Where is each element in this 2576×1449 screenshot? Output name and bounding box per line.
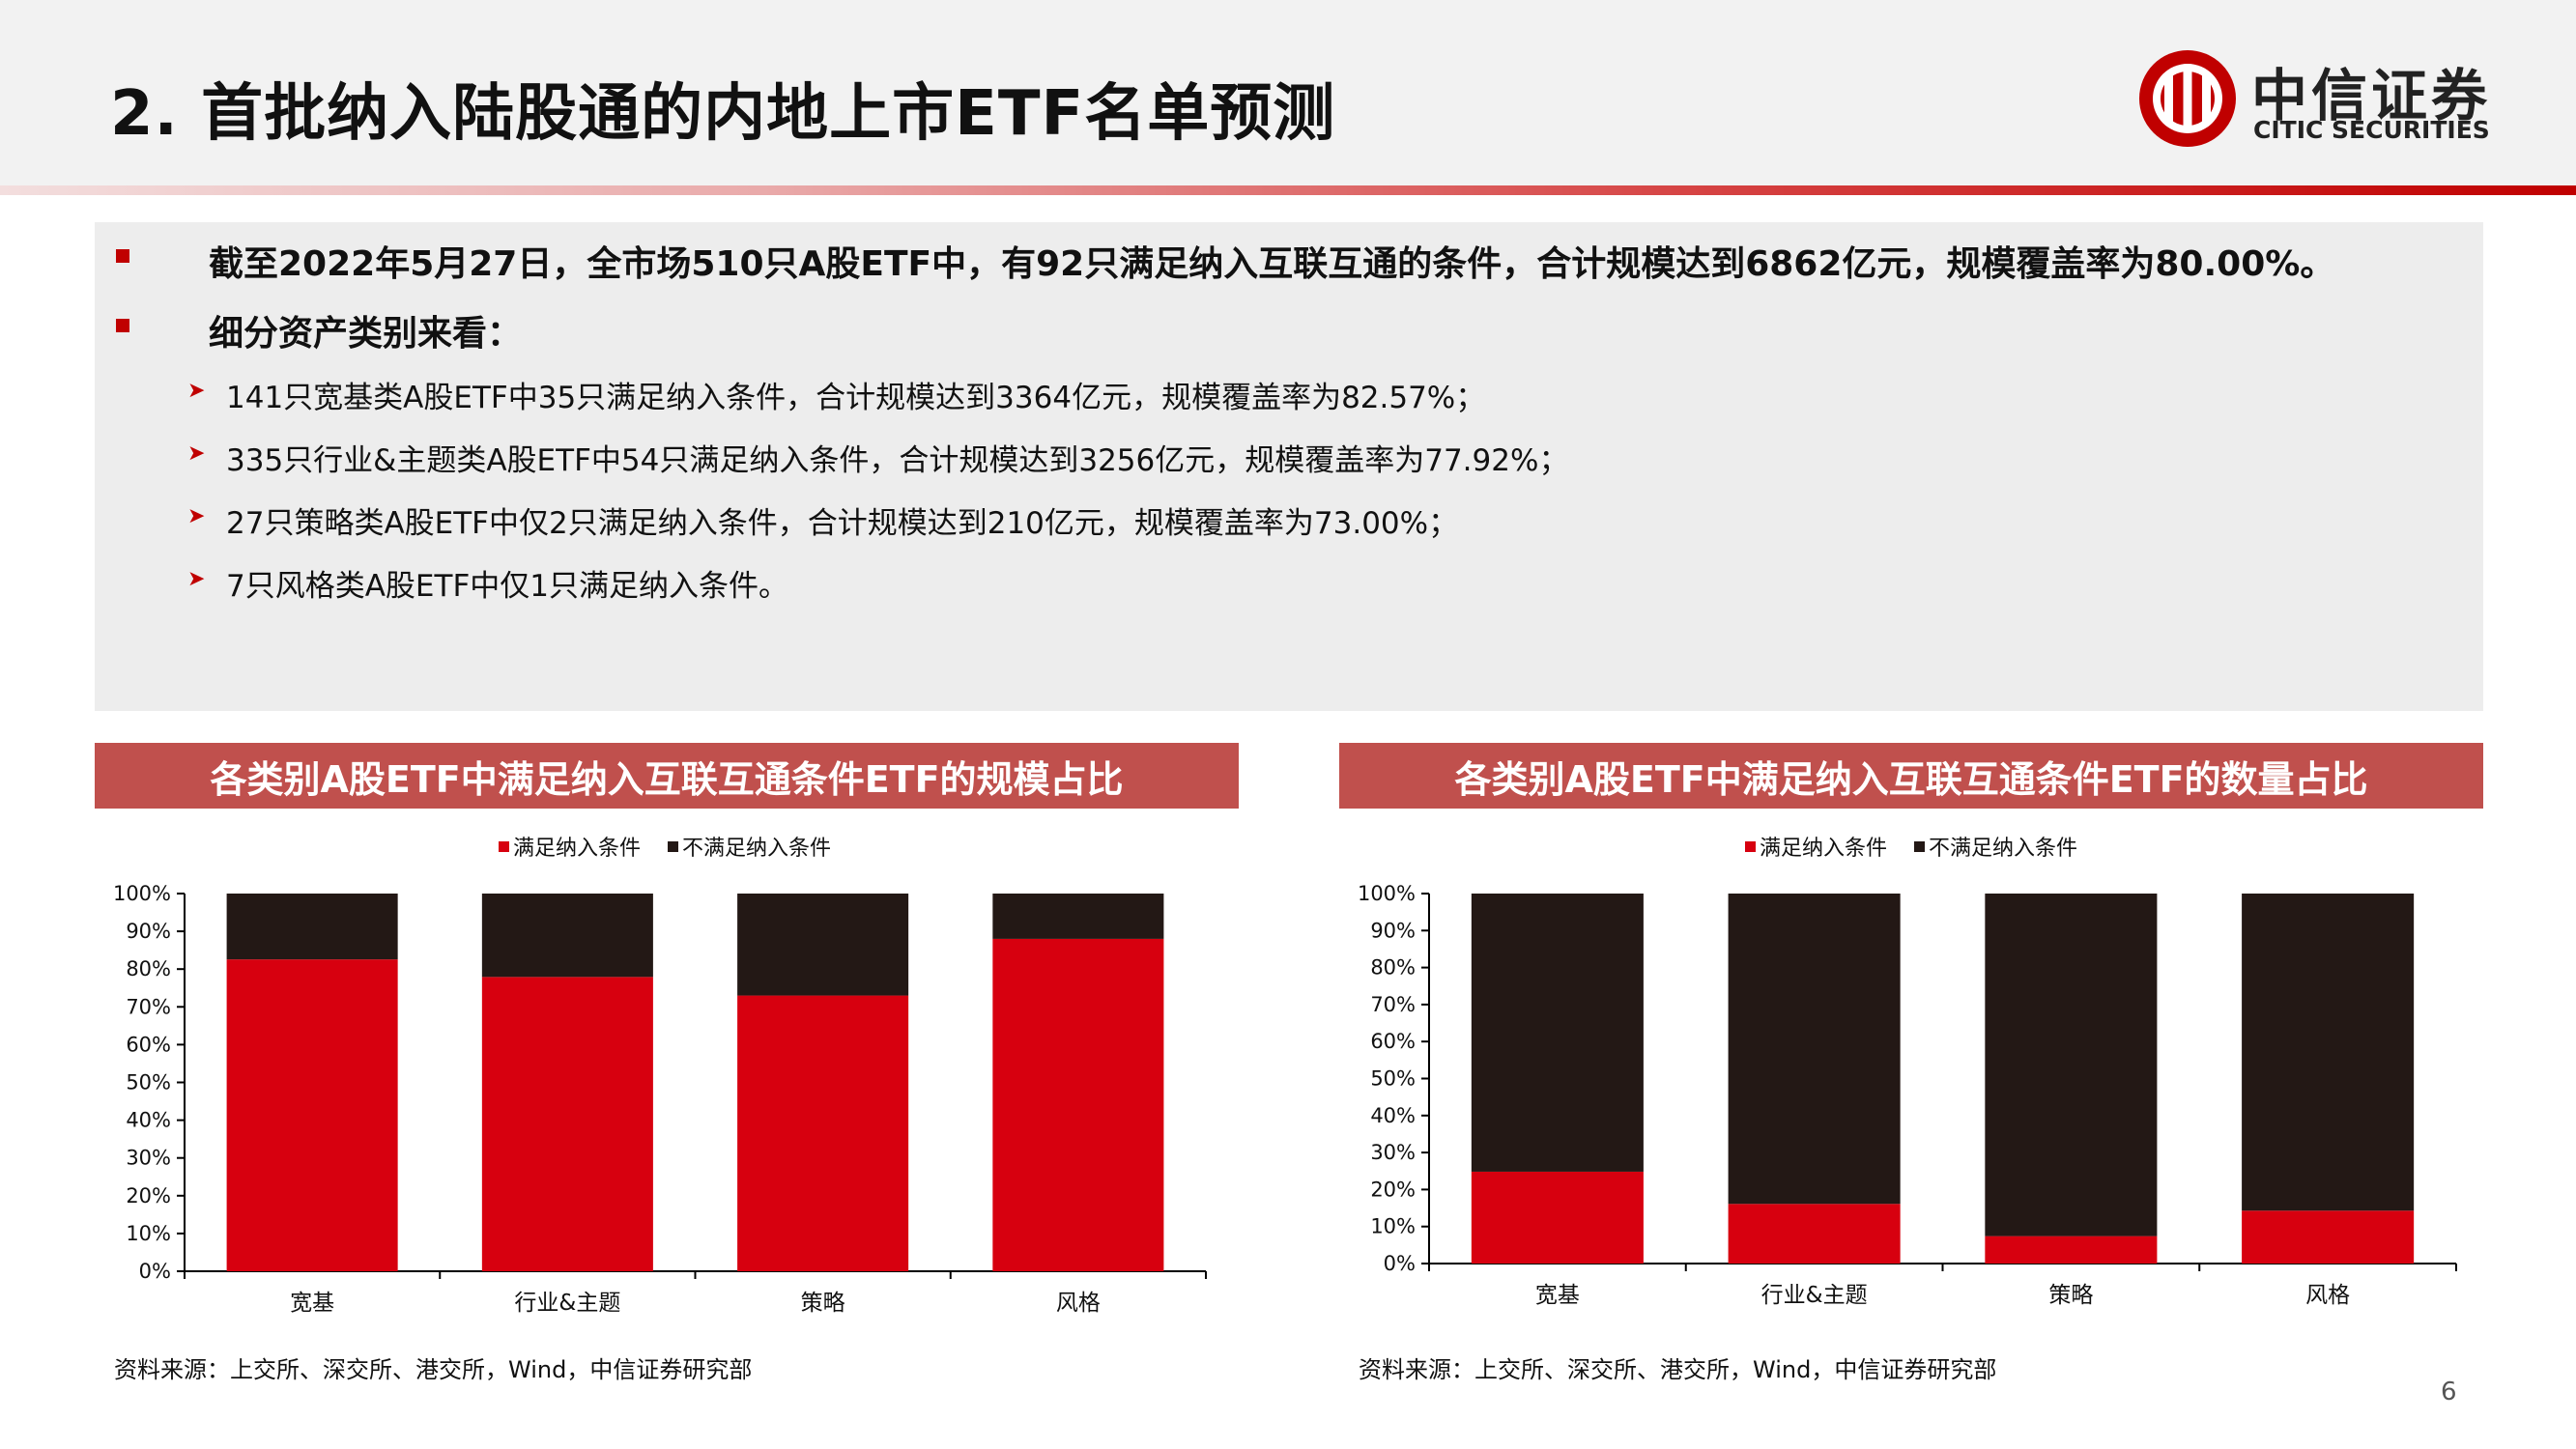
header-bar: 2. 首批纳入陆股通的内地上市ETF名单预测 中信证券 CITIC SECURI… — [0, 0, 2576, 185]
y-tick-label: 100% — [113, 882, 171, 905]
y-tick-label: 100% — [1358, 882, 1416, 905]
x-tick-label: 风格 — [2305, 1283, 2350, 1308]
bar-not-meet-1 — [1728, 894, 1901, 1205]
page-number: 6 — [2441, 1378, 2457, 1406]
y-tick-label: 80% — [126, 957, 171, 980]
bar-not-meet-0 — [226, 894, 398, 960]
legend-item: 满足纳入条件 — [499, 831, 641, 862]
bullet-square-icon — [116, 249, 129, 263]
y-tick-label: 0% — [139, 1260, 171, 1283]
y-tick-label: 30% — [126, 1147, 171, 1170]
bar-meet-3 — [992, 938, 1164, 1271]
bar-meet-2 — [737, 995, 909, 1271]
legend-item: 不满足纳入条件 — [1914, 831, 2077, 862]
legend-swatch — [499, 840, 509, 852]
x-tick-label: 策略 — [2048, 1283, 2093, 1308]
legend-item: 满足纳入条件 — [1745, 831, 1887, 862]
legend-item: 不满足纳入条件 — [668, 831, 831, 862]
y-tick-label: 10% — [1370, 1215, 1416, 1238]
chart-legend: 满足纳入条件 不满足纳入条件 — [499, 831, 831, 862]
y-tick-label: 20% — [126, 1184, 171, 1208]
y-tick-label: 50% — [126, 1071, 171, 1094]
bar-meet-1 — [481, 977, 653, 1271]
y-tick-label: 80% — [1370, 956, 1416, 980]
citic-logo: 中信证券 CITIC SECURITIES — [2135, 46, 2503, 153]
arrow-bullet-icon: ➤ — [187, 504, 206, 528]
stacked-bar-chart-scale: 0% 10% 20% 30% 40% 50% 60% 70% 80% 90% 100% 宽基 行业&主题… — [113, 882, 1207, 1316]
y-tick-label: 90% — [1370, 919, 1416, 942]
bar-not-meet-3 — [2242, 894, 2415, 1211]
y-tick-label: 70% — [126, 995, 171, 1018]
legend-swatch — [1745, 840, 1756, 852]
header-divider — [0, 185, 2576, 195]
legend-swatch — [668, 840, 679, 852]
x-tick-label: 行业&主题 — [514, 1291, 620, 1316]
bar-not-meet-1 — [481, 894, 653, 978]
bar-not-meet-2 — [1985, 894, 2158, 1236]
bar-meet-0 — [226, 959, 398, 1271]
page-title: 2. 首批纳入陆股通的内地上市ETF名单预测 — [110, 78, 1336, 150]
source-note: 资料来源：上交所、深交所、港交所，Wind，中信证券研究部 — [1359, 1356, 1997, 1383]
legend-label: 不满足纳入条件 — [1929, 837, 2078, 861]
y-tick-label: 20% — [1370, 1178, 1416, 1201]
bar-meet-2 — [1985, 1236, 2158, 1264]
stacked-bar-chart-count: 0% 10% 20% 30% 40% 50% 60% 70% 80% 90% 100% 宽基 行业&主题… — [1358, 882, 2457, 1308]
y-tick-label: 30% — [1370, 1141, 1416, 1164]
chart-title-count-share: 各类别A股ETF中满足纳入互联互通条件ETF的数量占比 — [1339, 743, 2483, 809]
bullet-square-icon — [116, 319, 129, 332]
x-tick-label: 行业&主题 — [1761, 1283, 1868, 1308]
legend-swatch — [1914, 840, 1926, 852]
legend-label: 不满足纳入条件 — [682, 837, 832, 861]
y-tick-label: 50% — [1370, 1067, 1416, 1091]
citic-logo-icon — [2139, 50, 2236, 147]
y-tick-label: 10% — [126, 1222, 171, 1245]
x-tick-label: 宽基 — [290, 1291, 334, 1316]
legend-label: 满足纳入条件 — [1760, 837, 1888, 861]
bar-not-meet-3 — [992, 894, 1164, 939]
y-tick-label: 40% — [1370, 1104, 1416, 1127]
arrow-bullet-icon: ➤ — [187, 379, 206, 403]
chart-legend: 满足纳入条件 不满足纳入条件 — [1745, 831, 2077, 862]
y-tick-label: 60% — [126, 1033, 171, 1056]
bar-not-meet-2 — [737, 894, 909, 996]
x-tick-label: 策略 — [801, 1291, 845, 1316]
y-tick-label: 90% — [126, 920, 171, 943]
bar-meet-1 — [1728, 1204, 1901, 1264]
summary-box: 截至2022年5月27日，全市场510只A股ETF中，有92只满足纳入互联互通的… — [95, 222, 2483, 711]
y-tick-label: 40% — [126, 1109, 171, 1132]
source-note: 资料来源：上交所、深交所、港交所，Wind，中信证券研究部 — [114, 1356, 753, 1383]
bar-meet-0 — [1471, 1171, 1644, 1264]
logo-english-name: CITIC SECURITIES — [2253, 116, 2490, 144]
arrow-bullet-icon: ➤ — [187, 567, 206, 591]
bar-not-meet-0 — [1471, 894, 1644, 1172]
logo-chinese-name: 中信证券 — [2251, 63, 2492, 128]
x-tick-label: 风格 — [1056, 1291, 1101, 1316]
bar-meet-3 — [2242, 1210, 2415, 1264]
arrow-bullet-icon: ➤ — [187, 441, 206, 466]
legend-label: 满足纳入条件 — [513, 837, 642, 861]
chart-title-scale-share: 各类别A股ETF中满足纳入互联互通条件ETF的规模占比 — [95, 743, 1239, 809]
y-tick-label: 60% — [1370, 1030, 1416, 1053]
y-tick-label: 70% — [1370, 993, 1416, 1016]
x-tick-label: 宽基 — [1535, 1283, 1580, 1308]
y-tick-label: 0% — [1384, 1252, 1416, 1275]
